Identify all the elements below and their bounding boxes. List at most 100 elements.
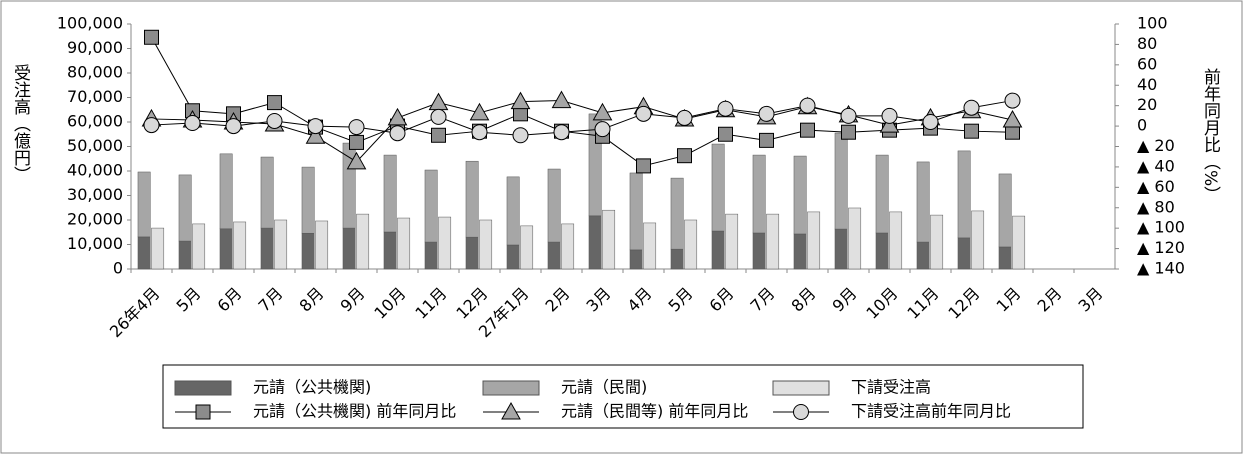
y-tick-label: 80,000 — [67, 63, 123, 82]
bar — [752, 154, 766, 234]
line-marker — [143, 117, 160, 134]
line-marker — [387, 107, 408, 126]
bar — [479, 219, 493, 270]
bar — [547, 168, 561, 243]
bar — [957, 237, 971, 270]
y2-tick-label: 20 — [1137, 95, 1157, 114]
legend-label: 元請（公共機関) — [253, 378, 371, 397]
y-tick-label: 20,000 — [67, 210, 123, 229]
line-marker — [431, 127, 446, 143]
bar — [889, 211, 903, 270]
bar — [752, 232, 766, 270]
line-marker — [469, 102, 490, 121]
bar — [438, 216, 452, 270]
line-marker — [799, 97, 816, 114]
bar — [137, 236, 151, 270]
bar — [793, 155, 807, 235]
y2-tick-label: 0 — [1137, 116, 1147, 135]
bar — [807, 211, 821, 270]
line-marker — [348, 119, 365, 136]
bar — [834, 132, 848, 230]
y-tick-label: 50,000 — [67, 136, 123, 155]
y2-tick-label: ▲ 20 — [1137, 136, 1175, 155]
y-tick-label: 30,000 — [67, 185, 123, 204]
line-marker — [635, 105, 652, 122]
bar — [998, 173, 1012, 248]
line-marker — [512, 127, 529, 144]
bar — [219, 153, 233, 230]
line-marker — [592, 102, 613, 121]
legend-swatch — [772, 380, 830, 396]
line-marker — [636, 158, 651, 174]
bar — [520, 225, 534, 270]
line-marker — [267, 95, 282, 111]
bar — [192, 223, 206, 270]
bar — [793, 233, 807, 270]
line-marker — [676, 109, 693, 126]
legend-marker — [501, 401, 521, 420]
y-tick-label: 70,000 — [67, 87, 123, 106]
line-marker — [349, 134, 364, 150]
bar — [971, 210, 985, 270]
bar — [588, 215, 602, 270]
y2-tick-label: 80 — [1137, 34, 1157, 53]
legend-label: 元請（民間等) 前年同月比 — [561, 402, 748, 421]
line-marker — [922, 114, 939, 130]
bar — [629, 172, 643, 251]
bar — [916, 161, 930, 243]
line-marker — [717, 100, 734, 117]
line-marker — [879, 115, 900, 133]
legend-label: 元請（民間) — [561, 378, 647, 397]
bar — [260, 227, 274, 270]
bar — [670, 248, 684, 270]
bar — [998, 246, 1012, 270]
legend-label: 下請受注高 — [851, 378, 931, 397]
bar — [342, 142, 356, 229]
y2-tick-label: ▲ 40 — [1137, 156, 1175, 175]
bar — [465, 236, 479, 270]
y-tick-label: 40,000 — [67, 161, 123, 180]
line-marker — [964, 123, 979, 139]
bar — [629, 249, 643, 270]
line — [151, 100, 1013, 163]
bar — [397, 217, 411, 270]
bar — [178, 240, 192, 270]
bar — [383, 154, 397, 233]
y-tick-label: 60,000 — [67, 112, 123, 131]
bar — [137, 171, 151, 238]
bar — [711, 143, 725, 232]
line-marker — [510, 91, 531, 110]
bar — [930, 214, 944, 270]
legend-marker — [195, 404, 211, 420]
bar — [848, 207, 862, 270]
bar — [506, 244, 520, 270]
y2-tick-label: ▲ 60 — [1137, 177, 1175, 196]
y2-tick-label: ▲ 120 — [1137, 238, 1185, 257]
y-tick-label: 10,000 — [67, 234, 123, 253]
bar — [506, 176, 520, 246]
bar — [383, 231, 397, 270]
bar — [766, 213, 780, 270]
line-marker — [346, 151, 367, 170]
y-tick-label: 0 — [113, 259, 123, 278]
bar — [875, 232, 889, 270]
bar — [916, 241, 930, 270]
line-marker — [841, 124, 856, 140]
line-marker — [963, 99, 980, 116]
bar — [260, 156, 274, 229]
bar — [875, 154, 889, 234]
line-marker — [759, 132, 774, 148]
line-marker — [266, 112, 283, 129]
line-marker — [840, 107, 857, 124]
line-marker — [1002, 109, 1023, 128]
bar — [957, 150, 971, 239]
bar — [602, 209, 616, 270]
bar — [178, 174, 192, 242]
bar — [834, 228, 848, 270]
bar — [233, 221, 247, 270]
bar — [219, 228, 233, 270]
y2-tick-label: ▲ 100 — [1137, 218, 1185, 237]
y-tick-label: 100,000 — [57, 14, 123, 33]
